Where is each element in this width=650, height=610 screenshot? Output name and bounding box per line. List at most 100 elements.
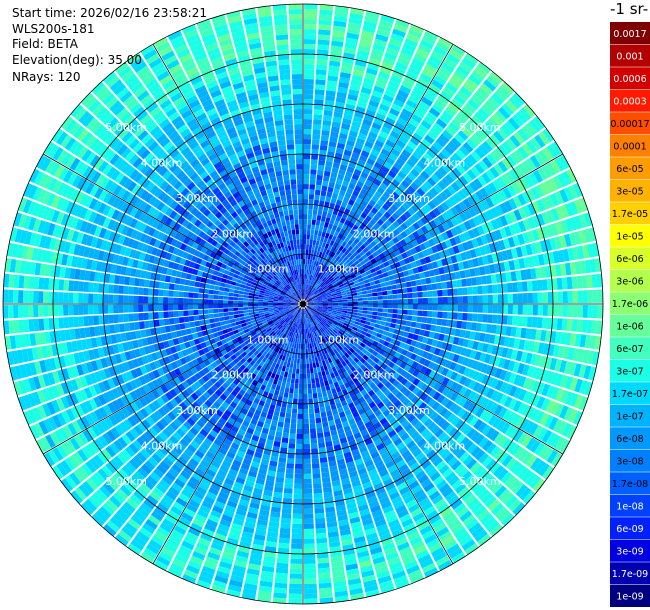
gate-cell bbox=[332, 342, 338, 349]
gate-cell bbox=[457, 129, 469, 141]
gate-cell bbox=[316, 215, 322, 221]
gate-cell bbox=[232, 397, 241, 405]
gate-cell bbox=[346, 413, 354, 421]
gate-cell bbox=[398, 205, 407, 214]
gate-cell bbox=[357, 297, 363, 301]
gate-cell bbox=[355, 545, 369, 554]
gate-cell bbox=[419, 272, 426, 279]
gate-cell bbox=[375, 565, 389, 575]
gate-cell bbox=[210, 368, 218, 377]
gate-cell bbox=[303, 69, 315, 75]
gate-cell bbox=[205, 556, 219, 566]
gate-cell bbox=[372, 311, 378, 316]
gate-cell bbox=[279, 527, 291, 534]
gate-cell bbox=[95, 509, 109, 523]
gate-cell bbox=[317, 432, 324, 439]
gate-cell bbox=[303, 568, 317, 574]
gate-cell bbox=[390, 396, 399, 404]
gate-cell bbox=[428, 514, 442, 525]
gate-cell bbox=[290, 563, 303, 569]
gate-cell bbox=[264, 485, 274, 492]
gate-cell bbox=[41, 388, 51, 402]
gate-cell bbox=[408, 375, 416, 383]
gate-cell bbox=[388, 182, 397, 191]
gate-cell bbox=[303, 398, 308, 404]
gate-cell bbox=[293, 393, 298, 399]
gate-cell bbox=[192, 518, 205, 528]
gate-cell bbox=[471, 70, 485, 82]
gate-cell bbox=[464, 348, 472, 358]
gate-cell bbox=[347, 135, 357, 143]
gate-cell bbox=[330, 172, 338, 179]
gate-cell bbox=[386, 317, 392, 323]
gate-cell bbox=[307, 304, 313, 306]
gate-cell bbox=[354, 540, 367, 549]
gate-cell bbox=[199, 504, 211, 514]
gate-cell bbox=[387, 332, 394, 338]
gate-cell bbox=[291, 373, 296, 379]
gate-cell bbox=[197, 406, 206, 416]
gate-cell bbox=[566, 318, 573, 332]
gate-cell bbox=[391, 495, 403, 505]
gate-cell bbox=[462, 304, 468, 313]
gate-cell bbox=[383, 438, 393, 447]
gate-cell bbox=[474, 247, 482, 257]
gate-cell bbox=[306, 234, 311, 240]
gate-cell bbox=[372, 292, 378, 297]
gate-cell bbox=[480, 471, 492, 484]
gate-cell bbox=[288, 320, 293, 325]
gate-cell bbox=[315, 325, 320, 330]
gate-cell bbox=[380, 451, 390, 460]
gate-cell bbox=[534, 460, 546, 474]
gate-cell bbox=[339, 373, 346, 380]
gate-cell bbox=[277, 316, 282, 321]
gate-cell bbox=[327, 305, 333, 308]
gate-cell bbox=[389, 338, 397, 345]
gate-cell bbox=[310, 443, 318, 449]
gate-cell bbox=[205, 451, 215, 460]
gate-cell bbox=[355, 348, 362, 354]
gate-cell bbox=[305, 308, 309, 313]
gate-cell bbox=[410, 247, 418, 255]
gate-cell bbox=[409, 573, 425, 584]
gate-cell bbox=[482, 156, 493, 169]
gate-cell bbox=[350, 521, 362, 529]
gate-cell bbox=[299, 368, 303, 374]
gate-cell bbox=[351, 312, 358, 316]
gate-cell bbox=[353, 536, 366, 544]
gate-cell bbox=[380, 215, 388, 223]
gate-cell bbox=[367, 347, 375, 354]
gate-cell bbox=[91, 492, 105, 505]
gate-cell bbox=[455, 253, 463, 263]
gate-cell bbox=[145, 416, 155, 427]
gate-cell bbox=[366, 364, 374, 371]
gate-cell bbox=[85, 413, 95, 426]
gate-cell bbox=[303, 413, 309, 419]
gate-cell bbox=[273, 327, 279, 333]
gate-cell bbox=[323, 331, 329, 337]
gate-cell bbox=[525, 328, 532, 340]
gate-cell bbox=[194, 372, 202, 381]
gate-cell bbox=[388, 38, 403, 47]
gate-cell bbox=[398, 394, 407, 403]
gate-cell bbox=[224, 421, 233, 430]
gate-cell bbox=[279, 532, 291, 539]
gate-cell bbox=[485, 274, 492, 284]
gate-cell bbox=[312, 214, 317, 220]
gate-cell bbox=[337, 309, 343, 313]
gate-cell bbox=[210, 442, 220, 451]
gate-cell bbox=[287, 346, 292, 353]
gate-cell bbox=[363, 345, 370, 351]
gate-cell bbox=[481, 104, 494, 116]
gate-cell bbox=[325, 95, 336, 102]
gate-cell bbox=[352, 295, 358, 299]
gate-cell bbox=[427, 304, 433, 311]
gate-cell bbox=[372, 340, 379, 347]
gate-cell bbox=[376, 570, 391, 580]
gate-cell bbox=[402, 331, 410, 338]
gate-cell bbox=[486, 520, 500, 533]
gate-cell bbox=[420, 428, 430, 438]
gate-cell bbox=[402, 42, 416, 53]
gate-cell bbox=[467, 259, 475, 269]
gate-cell bbox=[337, 345, 343, 351]
